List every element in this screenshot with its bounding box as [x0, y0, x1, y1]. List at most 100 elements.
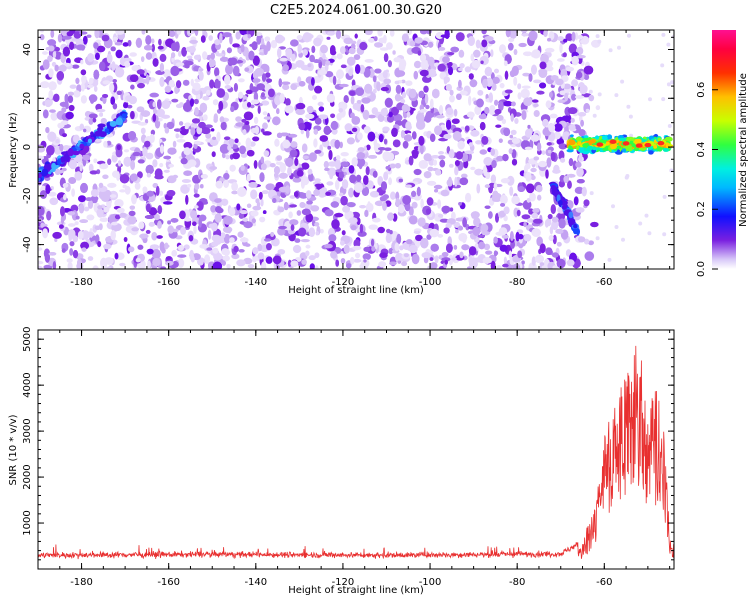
spectrogram-cell [355, 87, 365, 96]
spectrogram-cell [475, 140, 482, 145]
spectrogram-cell [290, 39, 299, 47]
spectrogram-cell [311, 45, 316, 54]
spectrogram-cell [179, 133, 184, 139]
spectrogram-cell [451, 257, 457, 261]
spectrogram-cell [388, 177, 392, 186]
spectrogram-cell [70, 204, 79, 213]
spectrogram-cell [517, 234, 524, 240]
spectrogram-cell [185, 194, 189, 205]
spectrogram-cell [193, 54, 202, 60]
spectrogram-cell [75, 44, 86, 51]
spectrogram-cell [531, 228, 541, 237]
spectrogram-cell [198, 218, 202, 228]
spectrogram-cell [342, 205, 350, 213]
spectrogram-cell [392, 139, 401, 148]
spectrogram-cell [557, 36, 564, 41]
spectrogram-cell [194, 107, 199, 116]
spectrogram-cell [364, 30, 373, 36]
spectrogram-cell [408, 244, 418, 254]
spectrogram-cell [80, 241, 89, 250]
spectrogram-cell [571, 93, 577, 101]
spectrogram-cell [75, 77, 80, 84]
spectrogram-cell [279, 162, 287, 173]
spectrogram-cell [129, 52, 137, 57]
spectrogram-cell [270, 40, 278, 49]
spectrogram-cell [222, 32, 232, 38]
spectrogram-cell [234, 138, 239, 143]
spectrogram-cell [131, 194, 137, 205]
spectrogram-cell [235, 31, 241, 40]
spectrogram-cell [310, 205, 320, 212]
spectrogram-cell [282, 139, 291, 149]
spectrogram-cell [506, 175, 515, 186]
spectrogram-cell [114, 199, 124, 208]
spectrogram-cell [314, 85, 323, 94]
spectrogram-cell [499, 82, 505, 89]
spectrogram-cell [116, 207, 125, 213]
spectrogram-feature-cell [98, 131, 107, 138]
spectrogram-cell [478, 241, 486, 250]
spectrogram-cell [523, 51, 533, 57]
spectrogram-cell [327, 31, 335, 36]
spectrogram-cell [191, 89, 196, 94]
spectrogram-cell [301, 259, 307, 265]
spectrogram-cell [451, 118, 460, 124]
spectrogram-cell [513, 49, 518, 55]
spectrogram-cell [386, 115, 395, 123]
spectrogram-cell [221, 248, 230, 256]
spectrogram-cell [304, 202, 313, 211]
spectrogram-cell [467, 36, 475, 46]
spectrogram-cell [225, 154, 230, 160]
spectrogram-cell [131, 227, 139, 232]
spectrogram-cell [568, 124, 576, 131]
spectrogram-cell [261, 128, 265, 133]
spectrogram-cell [391, 106, 399, 116]
spectrogram-cell [583, 65, 594, 75]
spectrogram-cell [502, 154, 509, 162]
spectrogram-cell [250, 210, 259, 217]
spectrogram-cell [290, 141, 298, 148]
spectrogram-cell [342, 179, 349, 190]
spectrogram-cell [326, 93, 335, 103]
spectrogram-cell [473, 49, 481, 58]
spectrogram-cell [398, 62, 406, 72]
spectrogram-cell [539, 243, 546, 254]
spectrogram-cell [255, 198, 260, 204]
spectrogram-cell [435, 169, 442, 176]
spectrogram-cell [328, 234, 337, 242]
spectrogram-cell [266, 65, 270, 73]
spectrogram-cell [433, 159, 437, 166]
spectrogram-cell [351, 127, 358, 132]
spectrogram-cell [128, 131, 137, 141]
spectrogram-cell [250, 189, 258, 200]
spectrogram-cell [508, 38, 515, 42]
spectrogram-cell [371, 246, 376, 252]
spectrogram-cell [71, 188, 75, 197]
spectrogram-cell [90, 98, 94, 104]
spectrogram-cell [434, 255, 439, 264]
spectrogram-cell [171, 228, 179, 233]
spectrogram-cell [295, 60, 305, 68]
spectrogram-cell [479, 55, 489, 66]
spectrogram-cell [563, 83, 571, 90]
spectrogram-cell [296, 169, 304, 177]
spectrogram-cell [69, 248, 74, 256]
spectrogram-cell [240, 237, 249, 243]
spectrogram-cell [317, 101, 324, 107]
spectrogram-cell [518, 42, 527, 48]
spectrogram-cell [504, 89, 513, 94]
spectrogram-cell [557, 99, 566, 103]
spectrogram-cell [448, 254, 454, 266]
spectrogram-cell [235, 98, 239, 103]
spectrogram-cell [175, 62, 185, 67]
spectrogram-cell [300, 239, 310, 243]
spectrogram-cell [192, 221, 197, 226]
spectrogram-cell [163, 155, 172, 160]
spectrogram-cell [509, 30, 518, 39]
spectrogram-cell [129, 205, 135, 210]
spectrogram-cell [323, 125, 331, 135]
spectrogram-cell [262, 111, 268, 116]
spectrogram-cell [409, 40, 416, 47]
spectrogram-cell [259, 216, 266, 223]
spectrogram-cell [362, 109, 370, 120]
